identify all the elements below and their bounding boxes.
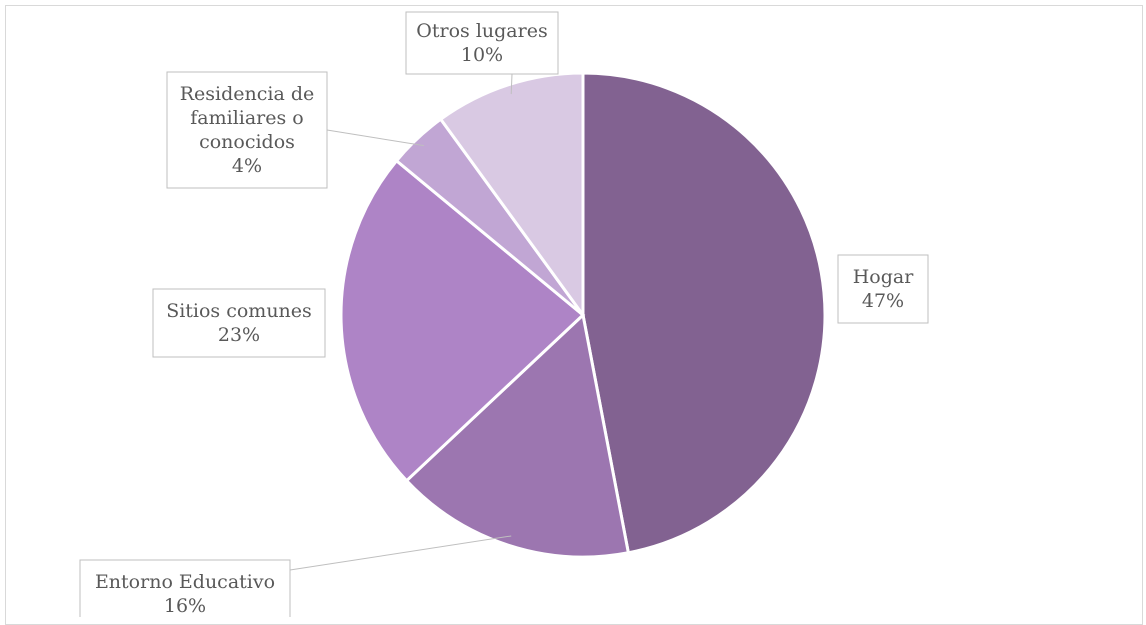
pie-slice-entorno-educativo	[404, 312, 631, 559]
data-label-value: 16%	[164, 595, 206, 617]
data-label-category: familiares o	[190, 107, 304, 129]
data-label-category: conocidos	[199, 131, 295, 153]
data-label-category: Residencia de	[180, 83, 315, 105]
pie-slice-otros-lugares	[438, 71, 585, 320]
pie-slice-hogar	[581, 71, 827, 555]
data-label-category: Otros lugares	[416, 20, 547, 42]
data-label-category: Entorno Educativo	[95, 571, 275, 593]
leader-lines	[289, 73, 513, 571]
leader-line-residencia-de-familiares-o-conocidos	[326, 129, 425, 147]
data-label-value: 10%	[461, 44, 503, 66]
pie-slices	[339, 71, 827, 559]
leader-line-entorno-educativo	[289, 535, 512, 571]
data-label-category: Sitios comunes	[166, 300, 312, 322]
data-label-box	[837, 254, 929, 324]
data-label-box	[166, 71, 328, 189]
leader-line-otros-lugares	[510, 73, 513, 95]
data-label-value: 23%	[218, 324, 260, 346]
pie-slice-sitios-comunes	[339, 158, 586, 483]
data-label-box	[79, 559, 291, 617]
data-label-category: Hogar	[853, 266, 914, 288]
data-label-box	[152, 288, 326, 358]
data-label-value: 47%	[862, 290, 904, 312]
data-label-box	[405, 11, 559, 75]
data-label-value: 4%	[232, 155, 262, 177]
